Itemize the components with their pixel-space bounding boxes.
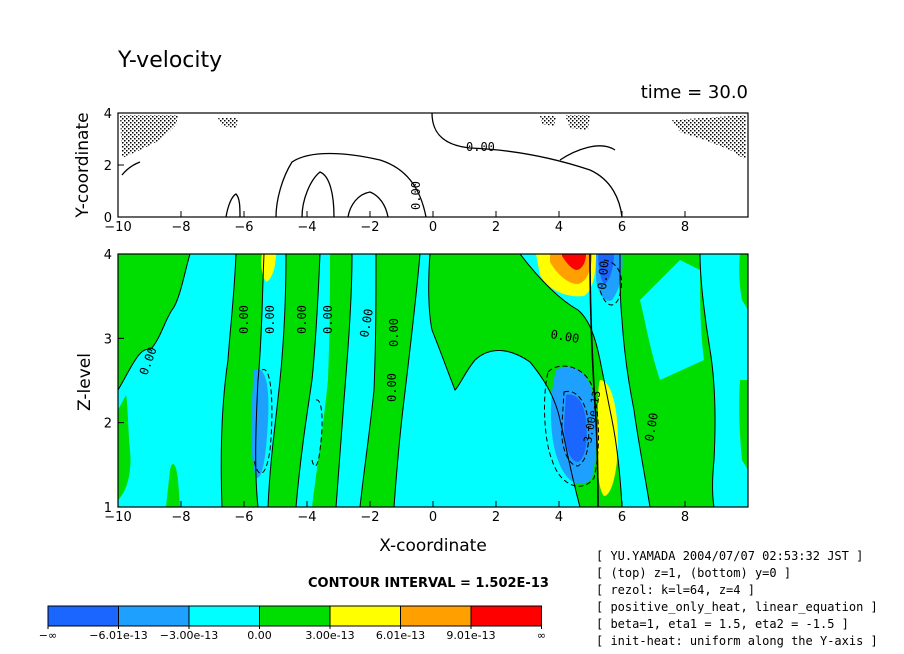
info-line: [ beta=1, eta1 = 1.5, eta2 = -1.5 ] — [596, 617, 849, 631]
bottom-x-tick-label: −4 — [297, 510, 316, 525]
top-x-tick-label: −6 — [234, 220, 253, 235]
bottom-x-tick-label: 6 — [618, 510, 626, 525]
top-x-tick-label: −4 — [297, 220, 316, 235]
colorbar-swatch — [329, 605, 401, 627]
bottom-contours — [117, 253, 716, 508]
negative-zones — [251, 254, 623, 484]
bottom-y-tick-label: 1 — [104, 501, 112, 516]
top-x-tick-label: 4 — [555, 220, 563, 235]
time-label: time = 30.0 — [640, 82, 748, 103]
colorbar-label: 6.01e-13 — [376, 629, 425, 642]
bottom-contour-label: 0.00 — [321, 305, 335, 334]
top-panel: 0.00 0.00 — [117, 112, 749, 218]
info-line: [ YU.YAMADA 2004/07/07 02:53:32 JST ] — [596, 549, 864, 563]
colorbar-label: −3.00e-13 — [160, 629, 218, 642]
colorbar-swatch — [259, 605, 331, 627]
top-y-tick-label: 2 — [104, 159, 112, 174]
top-hatch — [120, 115, 746, 160]
top-ylabel: Y-coordinate — [73, 112, 93, 218]
bottom-xlabel: X-coordinate — [379, 536, 487, 556]
bottom-contour-label: 0.00 — [595, 260, 611, 290]
contour-interval-label: CONTOUR INTERVAL = 1.502E-13 — [308, 576, 549, 591]
chart-title: Y-velocity — [118, 48, 223, 73]
bottom-x-tick-label: 2 — [492, 510, 500, 525]
top-x-tick-label: −8 — [171, 220, 190, 235]
bottom-x-tick-label: −8 — [171, 510, 190, 525]
bottom-x-tick-label: 0 — [429, 510, 437, 525]
bottom-contour-label: 0.00 — [295, 305, 309, 334]
info-line: [ init-heat: uniform along the Y-axis ] — [596, 634, 878, 648]
top-x-tick-label: 8 — [681, 220, 689, 235]
colorbar-swatch — [470, 605, 542, 627]
bottom-ylabel: Z-level — [75, 353, 95, 411]
info-line: [ positive_only_heat, linear_equation ] — [596, 600, 878, 614]
top-x-tick-label: 6 — [618, 220, 626, 235]
colorbar-swatch — [188, 605, 260, 627]
bottom-contour-label: 0.00 — [263, 305, 277, 334]
colorbar-label: −∞ — [39, 629, 57, 642]
bottom-contour-label: 0.00 — [642, 412, 661, 443]
bottom-x-tick-label: −10 — [104, 510, 131, 525]
bottom-y-tick-label: 4 — [104, 248, 112, 263]
colorbar-label: 9.01e-13 — [446, 629, 495, 642]
dashed-contours — [253, 259, 622, 487]
bottom-x-tick-label: −6 — [234, 510, 253, 525]
top-contour-label: 0.00 — [466, 140, 495, 154]
colorbar-label: −6.01e-13 — [89, 629, 147, 642]
bottom-y-tick-label: 3 — [104, 332, 112, 347]
bottom-contour-label: 0.00 — [237, 305, 251, 334]
info-line: [ (top) z=1, (bottom) y=0 ] — [596, 566, 792, 580]
top-x-tick-label: −10 — [104, 220, 131, 235]
colorbar: −∞ −6.01e-13 −3.00e-13 0.00 3.00e-13 6.01e-13… — [39, 605, 546, 642]
info-line: [ rezol: k=l=64, z=4 ] — [596, 583, 755, 597]
top-y-tick-label: 4 — [104, 107, 112, 122]
bottom-x-tick-label: −2 — [360, 510, 379, 525]
top-contours — [121, 112, 623, 218]
info-block: [ YU.YAMADA 2004/07/07 02:53:32 JST ] [ … — [596, 548, 878, 650]
bottom-panel: 0.00 0.00 0.00 0.00 0.00 0.00 0.00 0.00 … — [117, 253, 749, 508]
colorbar-label: 3.00e-13 — [305, 629, 354, 642]
top-x-tick-label: 0 — [429, 220, 437, 235]
bottom-contour-label: 0.00 — [549, 327, 580, 346]
bottom-x-tick-label: 8 — [681, 510, 689, 525]
top-x-tick-label: 2 — [492, 220, 500, 235]
colorbar-swatch — [118, 605, 190, 627]
bottom-contour-label: 0.00 — [357, 308, 376, 339]
top-x-tick-label: −2 — [360, 220, 379, 235]
bottom-x-tick-label: 4 — [555, 510, 563, 525]
axes: −10 −8 −6 −4 −2 0 2 4 6 8 0 2 4 −10 −8 −6 −4 −2 0 2 4 6 8 1 2 3 4 — [104, 107, 689, 525]
top-contour-label: 0.00 — [409, 181, 423, 210]
colorbar-swatch — [47, 605, 119, 627]
top-y-tick-label: 0 — [104, 211, 112, 226]
positive-zones — [261, 254, 618, 496]
colorbar-swatch — [400, 605, 472, 627]
colorbar-label: 0.00 — [247, 629, 272, 642]
colorbar-label: ∞ — [537, 629, 546, 642]
bottom-contour-label: 0.00 — [387, 318, 401, 347]
bottom-y-tick-label: 2 — [104, 417, 112, 432]
bottom-contour-label: 0.00 — [385, 373, 399, 402]
